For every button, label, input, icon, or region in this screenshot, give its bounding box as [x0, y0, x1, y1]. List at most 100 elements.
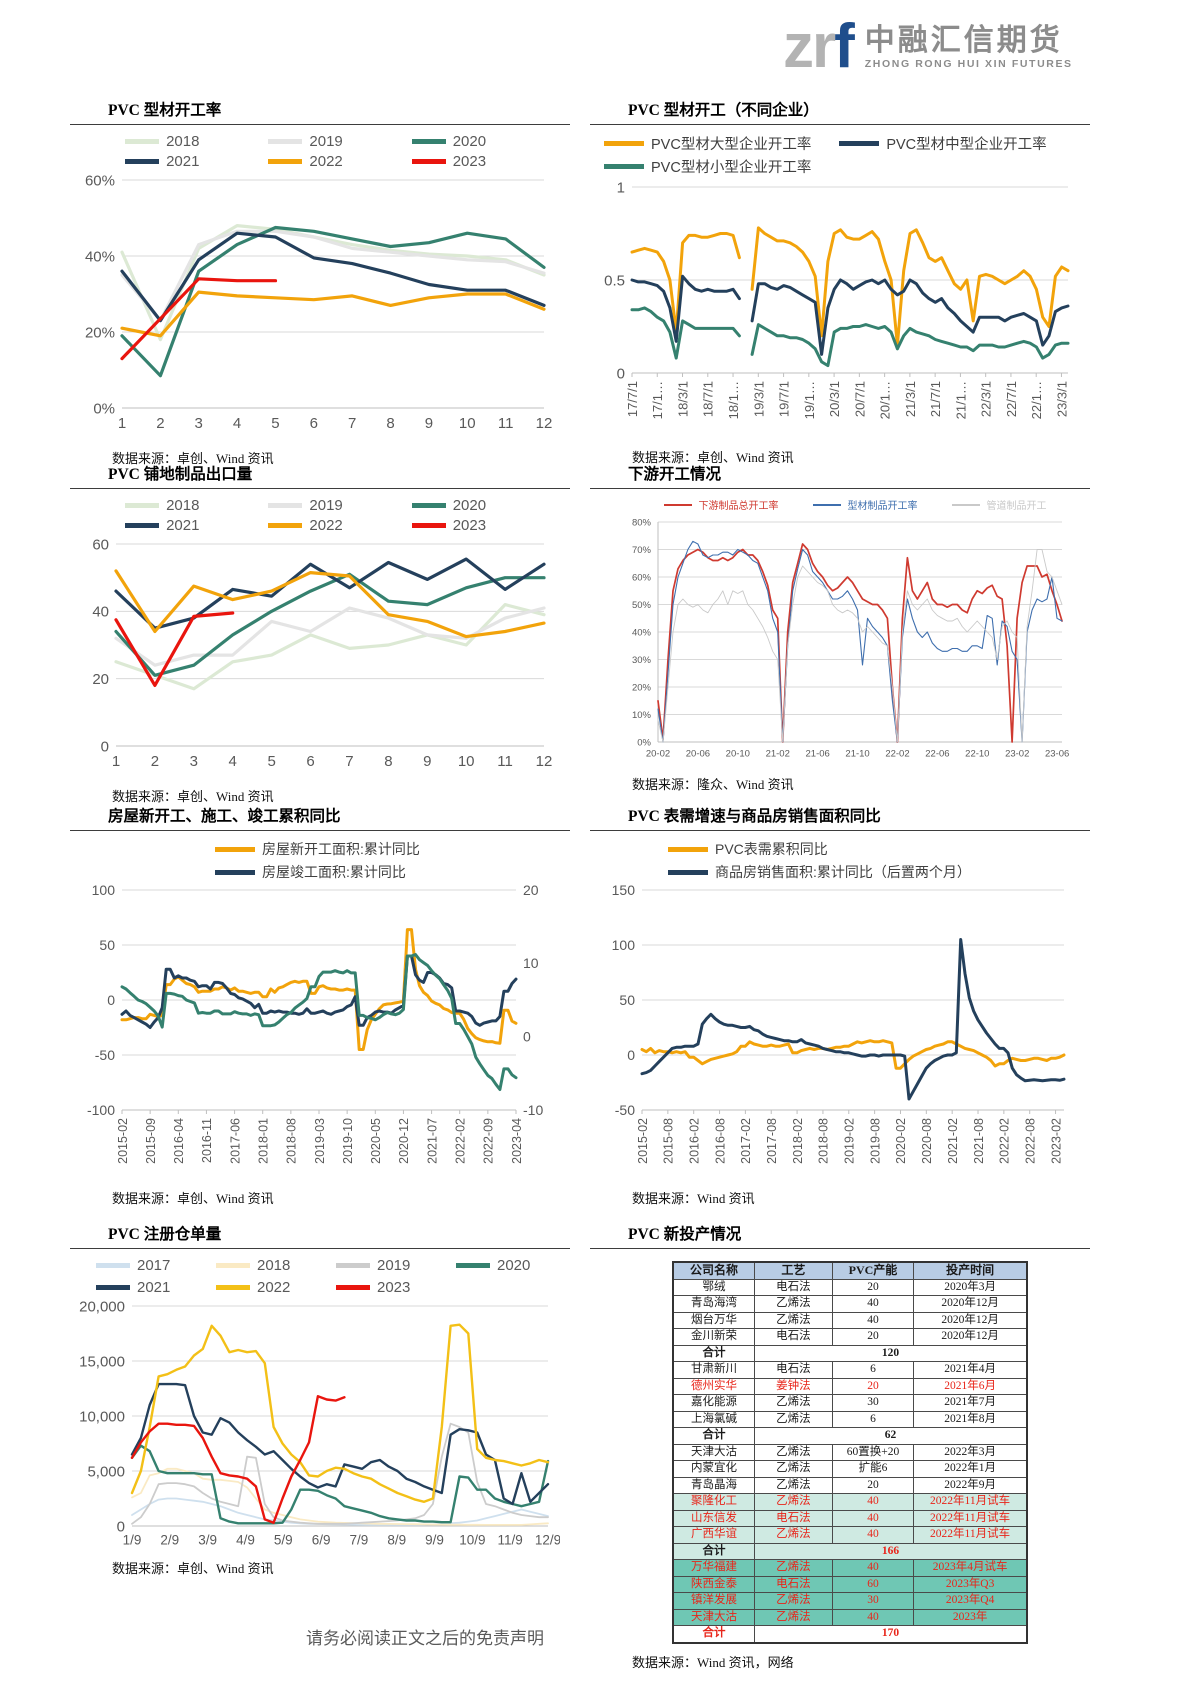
svg-text:-100: -100	[87, 1102, 115, 1118]
table-cell: 2023年4月试车	[913, 1559, 1028, 1577]
table-cell: 2020年12月	[913, 1311, 1028, 1329]
svg-text:2020-05: 2020-05	[369, 1118, 383, 1164]
table-cell: 2022年11月试车	[913, 1493, 1028, 1511]
chart-legend: 2018 2019 2020 2021 2022 2023	[105, 497, 535, 534]
svg-text:21-10: 21-10	[845, 749, 869, 760]
svg-text:2019-02: 2019-02	[843, 1118, 857, 1164]
chart-legend: 2017 2018 2019 2020 2021 2022 2023	[84, 1257, 564, 1296]
legend-line-icon	[268, 139, 303, 144]
legend-item: 2021	[105, 153, 248, 170]
series-2019	[120, 229, 546, 323]
svg-text:5,000: 5,000	[87, 1463, 125, 1480]
table-cell: 2023年	[913, 1608, 1028, 1626]
svg-text:60%: 60%	[85, 174, 115, 189]
svg-text:50: 50	[99, 937, 115, 953]
svg-text:2016-02: 2016-02	[687, 1118, 701, 1164]
legend-line-icon	[663, 503, 692, 506]
table-cell: 电石法	[753, 1278, 833, 1296]
legend-item: 2018	[204, 1257, 324, 1274]
legend-line-icon	[268, 159, 303, 164]
table-cell: 2022年9月	[913, 1476, 1028, 1494]
legend-item: 2019	[324, 1257, 444, 1274]
legend-line-icon	[96, 1263, 130, 1268]
legend-label: PVC型材大型企业开工率	[651, 137, 812, 153]
svg-text:21-06: 21-06	[806, 749, 830, 760]
table-cell: 天津大沽	[672, 1608, 755, 1626]
svg-text:8: 8	[384, 753, 392, 770]
table-cell: 电石法	[753, 1509, 833, 1527]
legend-line-icon	[604, 164, 644, 169]
series-2022	[130, 1323, 550, 1503]
svg-text:0: 0	[617, 365, 625, 382]
series-房屋施工面积:累计同比	[120, 953, 518, 1091]
svg-text:17/7/1: 17/7/1	[625, 381, 640, 417]
legend-item: 2020	[392, 133, 535, 150]
series-2021	[130, 1382, 550, 1506]
logo-cn-name: 中融汇信期货	[864, 24, 1063, 57]
legend-item: 下游制品总开工率	[663, 497, 779, 512]
table-row: 广西华谊 乙烯法 40 2022年11月试车	[672, 1526, 1028, 1544]
svg-text:20-02: 20-02	[646, 749, 670, 760]
table-row: 合计 166	[672, 1542, 1028, 1560]
table-cell: 山东信发	[672, 1509, 755, 1527]
table-cell: 鄂绒	[672, 1278, 755, 1296]
svg-text:4: 4	[233, 415, 241, 432]
table-cell: 镇洋发展	[672, 1592, 755, 1610]
svg-text:20%: 20%	[632, 682, 652, 693]
series-2019	[114, 606, 546, 667]
svg-text:20-10: 20-10	[726, 749, 750, 760]
legend-label: 2023	[452, 153, 487, 170]
table-cell: 30	[831, 1394, 915, 1412]
table-row: 上海氯碱 乙烯法 6 2021年8月	[672, 1410, 1028, 1428]
table-header-cell: 工艺	[753, 1261, 833, 1280]
table-cell: 乙烯法	[753, 1526, 833, 1544]
series-2022	[114, 569, 546, 639]
data-source: 数据来源：Wind 资讯	[632, 1191, 755, 1206]
table-cell: 2021年7月	[913, 1394, 1028, 1412]
legend-label: 2020	[452, 497, 487, 514]
svg-text:30%: 30%	[632, 655, 652, 666]
table-cell: 乙烯法	[753, 1476, 833, 1494]
legend-label: 2023	[452, 517, 487, 534]
table-cell: 电石法	[753, 1328, 833, 1346]
legend-label: PVC型材小型企业开工率	[651, 160, 812, 176]
svg-text:2018-02: 2018-02	[791, 1118, 805, 1164]
svg-text:18/3/1: 18/3/1	[675, 381, 690, 417]
svg-text:2022-02: 2022-02	[453, 1118, 467, 1164]
pvc-demand-vs-housing-sales-chart: -50 0 50 100 150 2015-02 2015-08 2016-02 2016-08…	[612, 884, 1066, 1164]
table-row: 青岛海湾 乙烯法 40 2020年12月	[672, 1295, 1028, 1313]
logo-zrf-icon: zrf	[783, 12, 855, 81]
table-cell: 2022年11月试车	[913, 1526, 1028, 1544]
table-cell: 40	[831, 1559, 915, 1577]
svg-text:7: 7	[345, 753, 353, 770]
svg-text:2: 2	[151, 753, 159, 770]
table-cell: 乙烯法	[753, 1311, 833, 1329]
svg-text:2017-06: 2017-06	[228, 1118, 242, 1164]
legend-line-icon	[604, 141, 644, 146]
svg-text:0: 0	[627, 1047, 635, 1063]
svg-text:8/9: 8/9	[387, 1533, 406, 1548]
svg-text:2018-01: 2018-01	[256, 1118, 270, 1164]
svg-text:22/7/1: 22/7/1	[1004, 381, 1019, 417]
page-title: 房屋新开工、施工、竣工累积同比	[108, 808, 341, 825]
legend-line-icon	[951, 503, 980, 506]
section-housing-starts-completions: 房屋新开工、施工、竣工累积同比 房屋新开工面积:累计同比 房屋竣工面积:累计同比 …	[70, 804, 570, 1207]
table-cell: 乙烯法	[753, 1460, 833, 1478]
legend-label: 2018	[257, 1257, 291, 1274]
legend-line-icon	[125, 139, 160, 144]
legend-line-icon	[411, 523, 446, 528]
series-2023	[120, 277, 278, 361]
legend-line-icon	[96, 1285, 130, 1290]
series-型材制品开工率	[657, 540, 1063, 743]
total-label: 合计	[672, 1625, 755, 1643]
section-new-capacity: PVC 新投产情况 公司名称 工艺 PVC产能 投产时间 鄂绒 电石法 20 2020年3月青…	[590, 1222, 1090, 1671]
table-cell: 2023年Q3	[913, 1575, 1028, 1593]
svg-text:20,000: 20,000	[79, 1300, 125, 1315]
data-source: 数据来源：卓创、Wind 资讯	[112, 451, 274, 466]
legend-label: 房屋新开工面积:累计同比	[262, 841, 420, 857]
table-cell: 40	[831, 1526, 915, 1544]
svg-text:2018-08: 2018-08	[285, 1118, 299, 1164]
legend-item: 2022	[204, 1279, 324, 1296]
